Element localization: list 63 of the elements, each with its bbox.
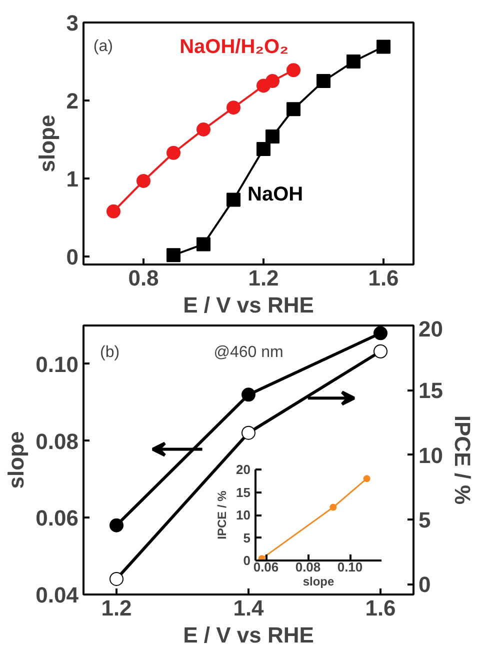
point <box>166 146 180 160</box>
point <box>376 40 390 54</box>
point <box>110 518 124 532</box>
y-tick-label: 2 <box>66 88 79 114</box>
point <box>316 74 330 88</box>
point <box>330 504 337 511</box>
annotation: (a) <box>93 38 113 56</box>
x-axis-title: E / V vs RHE <box>183 622 314 648</box>
point <box>226 100 240 115</box>
point <box>346 54 360 69</box>
x-axis-title: slope <box>302 574 334 588</box>
point <box>363 475 370 482</box>
point <box>286 102 300 116</box>
point <box>106 204 120 218</box>
y-axis-title: slope <box>34 114 60 172</box>
point <box>256 142 270 156</box>
y2-tick-label: 0 <box>418 572 431 598</box>
y2-axis-title: IPCE / % <box>450 415 475 505</box>
point <box>110 572 124 586</box>
y2-tick-label: 15 <box>418 378 443 404</box>
x-tick-label: 0.8 <box>128 266 159 290</box>
point <box>226 192 240 207</box>
x-tick-label: 1.4 <box>233 596 265 620</box>
series-label: NaOH/H₂O₂ <box>180 36 289 58</box>
point <box>242 426 256 440</box>
y-tick-label: 3 <box>66 10 79 36</box>
y-tick-label: 0.10 <box>36 352 79 377</box>
x-tick-label: 1.6 <box>365 596 396 620</box>
x-axis-title: E / V vs RHE <box>183 292 314 318</box>
y-tick-label: 20 <box>236 462 251 477</box>
point <box>242 388 256 402</box>
point <box>286 63 300 78</box>
y-tick-label: 0.06 <box>36 506 79 531</box>
x-tick-label: 0.06 <box>253 560 279 574</box>
point <box>374 344 388 358</box>
point <box>166 248 180 262</box>
x-tick-label: 0.08 <box>295 560 321 574</box>
y2-tick-label: 20 <box>418 316 443 342</box>
y-axis-title: slope <box>4 431 29 489</box>
x-tick-label: 1.2 <box>248 266 279 290</box>
y-tick-label: 5 <box>243 530 251 546</box>
y2-tick-label: 5 <box>418 507 431 532</box>
y-tick-label: 10 <box>236 508 251 522</box>
y-tick-label: 0.08 <box>36 428 79 454</box>
x-tick-label: 0.10 <box>337 560 363 574</box>
series-label: NaOH <box>248 184 304 206</box>
annotation: @460 nm <box>214 344 284 361</box>
y2-tick-label: 10 <box>418 442 443 468</box>
y-tick-label: 0.04 <box>36 582 80 608</box>
point <box>136 174 150 188</box>
y-tick-label: 0 <box>66 244 79 270</box>
x-tick-label: 1.2 <box>101 596 132 620</box>
point <box>266 74 280 88</box>
point <box>196 237 210 252</box>
y-tick-label: 1 <box>66 166 79 192</box>
annotation: (b) <box>100 344 120 361</box>
point <box>266 129 280 144</box>
y-axis-title: IPCE / % <box>215 490 230 540</box>
y-tick-label: 0 <box>243 553 251 568</box>
x-tick-label: 1.6 <box>368 266 399 290</box>
point <box>196 122 210 136</box>
point <box>374 326 388 340</box>
y-tick-label: 15 <box>236 484 251 500</box>
